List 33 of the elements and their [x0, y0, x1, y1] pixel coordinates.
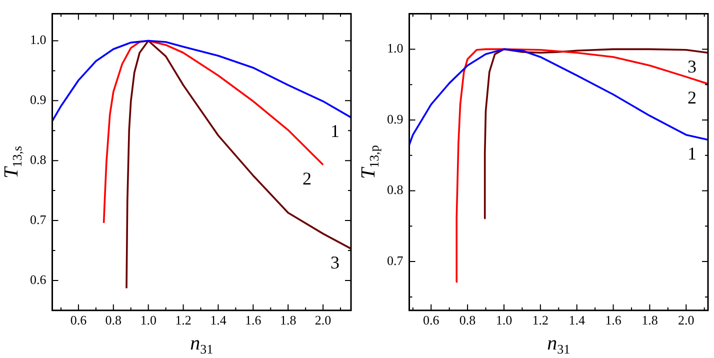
- y-axis-title: T13,p: [357, 145, 382, 180]
- x-tick-label: 1.2: [532, 312, 549, 328]
- x-tick-label: 0.6: [422, 312, 440, 328]
- series-label: 3: [688, 56, 696, 76]
- x-tick-label: 1.8: [642, 312, 658, 328]
- y-tick-label: 1.0: [387, 40, 404, 56]
- y-axis-title: T13,s: [0, 146, 24, 178]
- x-tick-label: 1.4: [568, 312, 586, 328]
- x-tick-label: 1.0: [140, 312, 156, 328]
- y-tick-label: 1.0: [30, 32, 46, 48]
- x-tick-label: 1.0: [496, 312, 512, 328]
- y-tick-label: 0.8: [30, 152, 46, 168]
- x-tick-label: 0.8: [105, 312, 122, 328]
- y-tick-label: 0.7: [30, 212, 47, 227]
- x-tick-label: 1.6: [245, 312, 262, 328]
- y-tick-label: 0.9: [387, 111, 404, 126]
- y-tick-label: 0.7: [387, 252, 404, 268]
- x-tick-label: 1.4: [210, 312, 227, 328]
- x-tick-label: 1.2: [175, 312, 192, 328]
- series-label: 2: [302, 168, 312, 189]
- series-label: 3: [330, 252, 340, 272]
- x-tick-label: 2.0: [678, 312, 694, 328]
- series-label: 2: [688, 88, 696, 108]
- y-tick-label: 0.6: [30, 272, 47, 287]
- series-label: 1: [330, 121, 340, 142]
- series-label: 1: [688, 144, 696, 164]
- x-tick-label: 0.6: [70, 312, 88, 328]
- y-tick-label: 0.8: [387, 182, 404, 198]
- x-tick-label: 0.8: [459, 312, 476, 328]
- y-tick-label: 0.9: [30, 92, 46, 108]
- x-tick-label: 1.6: [605, 312, 622, 328]
- x-tick-label: 2.0: [314, 312, 332, 328]
- x-tick-label: 1.8: [280, 312, 296, 328]
